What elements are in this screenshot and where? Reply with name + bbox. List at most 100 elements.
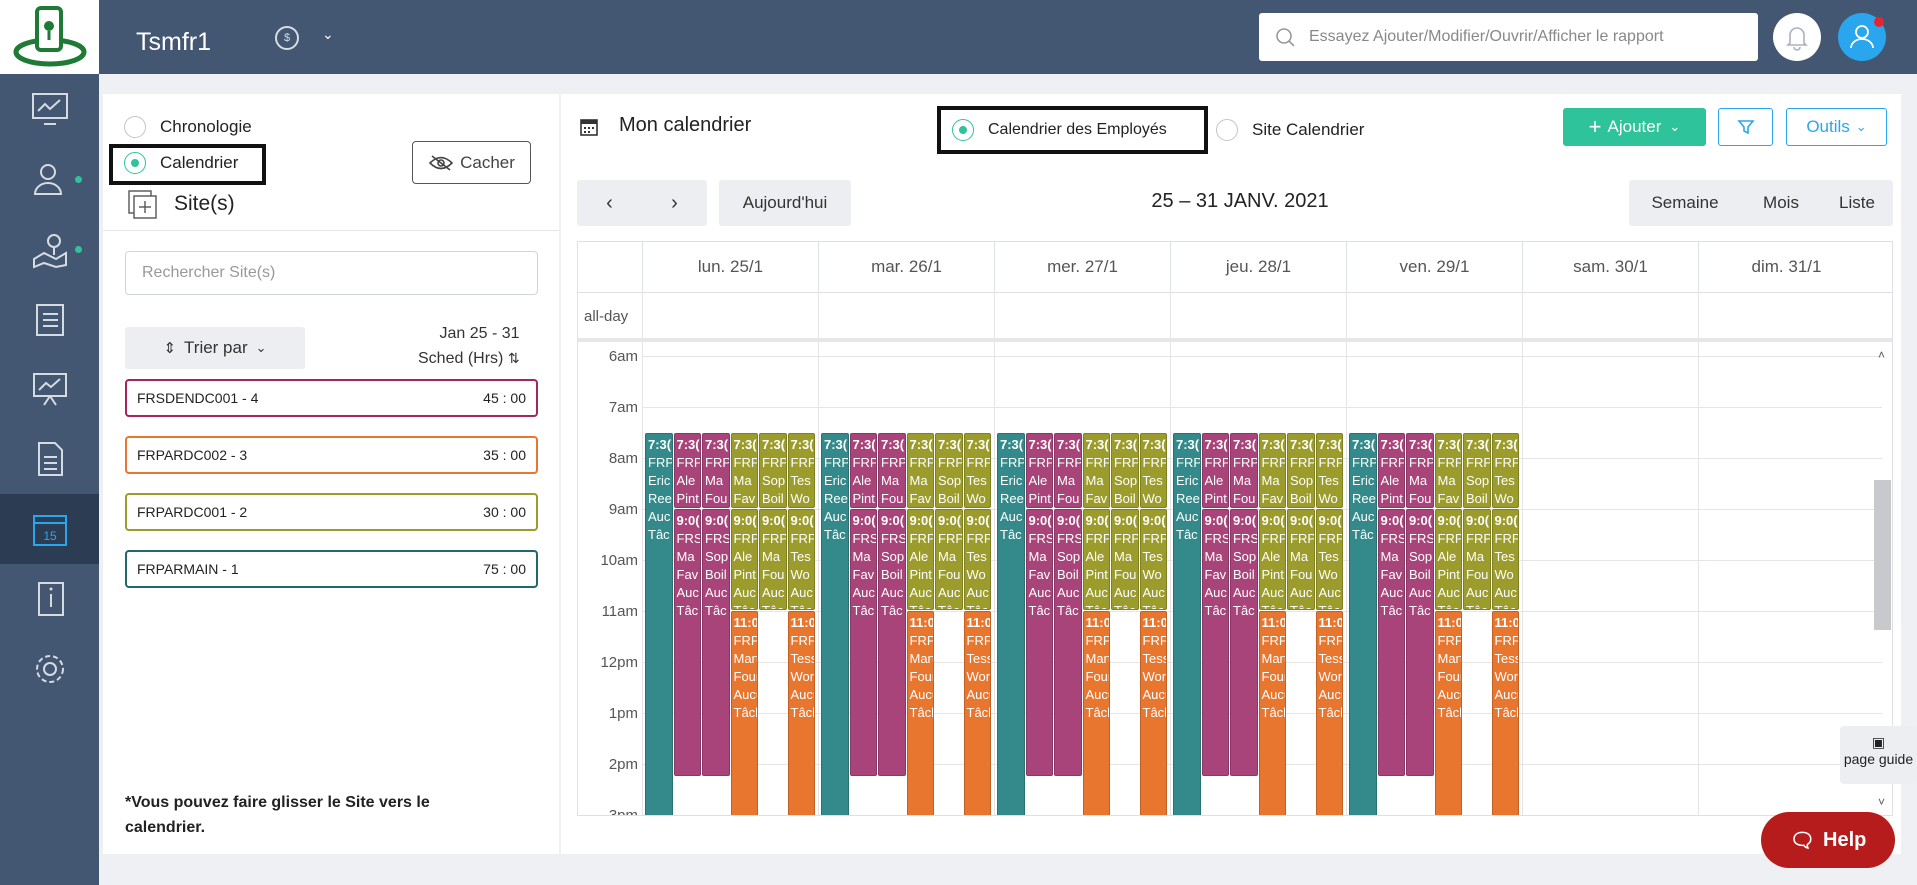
sidebar-item-dashboard[interactable] [0,74,99,144]
shift-event[interactable]: 7:3(FRP Eric Ree Auc Tâc [1349,432,1377,815]
shift-event[interactable]: 7:3(FRP Eric Ree Auc Tâc [645,432,673,815]
tools-button[interactable]: Outils ⌄ [1786,108,1887,146]
scroll-down-icon[interactable]: ˅ [1878,795,1886,809]
shift-event[interactable]: 7:3(FRP Tes Wo [1315,432,1343,508]
help-button[interactable]: 🗨 Help [1761,812,1895,868]
shift-event[interactable]: 7:3(FRP Ma Fav [1082,432,1110,508]
shift-event[interactable]: 9:0(FRP Tes Wo Auc Tâc [1491,509,1519,610]
shift-event[interactable]: 7:3(FRP Sop Boil [759,432,787,508]
day-header[interactable]: mar. 26/1 [818,242,994,292]
shift-event[interactable]: 7:3(FRP Ma Fav [1258,432,1286,508]
shift-event[interactable]: 9:0(FRP Tes Wo Auc Tâc [1315,509,1343,610]
shift-event[interactable]: 7:3(FRP Ma Fou [1054,432,1082,508]
notifications-bell-icon[interactable] [1773,13,1821,61]
view-list-button[interactable]: Liste [1839,193,1875,212]
site-calendar-radio[interactable] [1216,119,1238,141]
user-avatar-icon[interactable] [1838,13,1886,61]
day-header[interactable]: sam. 30/1 [1522,242,1698,292]
shift-event[interactable]: 7:3(FRP Ma Fav [730,432,758,508]
sidebar-item-sites[interactable] [0,214,99,284]
language-globe-icon[interactable]: $ [275,26,299,50]
site-row[interactable]: FRPARMAIN - 1 75 : 00 [125,550,538,588]
global-search-box[interactable] [1259,13,1758,61]
shift-event[interactable]: 7:3(FRP Ma Fou [878,432,906,508]
shift-event[interactable]: 9:0(FRP Ma Fou Auc Tâc [935,509,963,610]
shift-event[interactable]: 7:3(FRP Ale Pint [1201,432,1229,508]
shift-event[interactable]: 7:3(FRP Eric Ree Auc Tâc [997,432,1025,815]
add-button[interactable]: + Ajouter ⌄ [1563,108,1706,146]
app-logo[interactable] [0,0,99,74]
shift-event[interactable]: 9:0(FRS Ma Fav Auc Tâc [673,509,701,776]
shift-event[interactable]: 7:3(FRP Tes Wo [1139,432,1167,508]
shift-event[interactable]: 9:0(FRP Tes Wo Auc Tâc [787,509,815,610]
view-option-chronologie[interactable]: Chronologie [124,116,252,138]
shift-event[interactable]: 9:0(FRP Ma Fou Auc Tâc [1111,509,1139,610]
shift-event[interactable]: 9:0(FRP Ale Pint Auc Tâc [1082,509,1110,610]
shift-event[interactable]: 11:00 FRPAI Marti Fourc Aucu Tâche [1082,611,1110,815]
shift-event[interactable]: 9:0(FRS Ma Fav Auc Tâc [1201,509,1229,776]
site-row[interactable]: FRSDENDC001 - 4 45 : 00 [125,379,538,417]
day-header[interactable]: dim. 31/1 [1698,242,1874,292]
hide-panel-button[interactable]: Cacher [412,141,531,184]
shift-event[interactable]: 11:00 FRPAI Marti Fourc Aucu Tâche [1258,611,1286,815]
shift-event[interactable]: 11:00 FRPAI Tesso Worle Aucu Tâche [1139,611,1167,815]
employee-calendar-radio[interactable] [952,119,974,141]
shift-event[interactable]: 7:3(FRP Ma Fou [702,432,730,508]
shift-event[interactable]: 9:0(FRS Sop Boil Auc Tâc [702,509,730,776]
sidebar-item-reports[interactable] [0,354,99,424]
shift-event[interactable]: 9:0(FRS Sop Boil Auc Tâc [1054,509,1082,776]
prev-week-button[interactable]: ‹ [606,191,613,214]
all-day-row[interactable]: all-day [578,292,1892,342]
calendrier-radio[interactable] [124,152,146,174]
shift-event[interactable]: 7:3(FRP Ale Pint [673,432,701,508]
shift-event[interactable]: 11:00 FRPAI Marti Fourc Aucu Tâche [906,611,934,815]
shift-event[interactable]: 11:00 FRPAI Tesso Worle Aucu Tâche [1491,611,1519,815]
shift-event[interactable]: 7:3(FRP Sop Boil [1111,432,1139,508]
filter-button[interactable] [1718,108,1773,146]
shift-event[interactable]: 9:0(FRS Ma Fav Auc Tâc [1025,509,1053,776]
shift-event[interactable]: 9:0(FRP Ma Fou Auc Tâc [759,509,787,610]
shift-event[interactable]: 9:0(FRS Ma Fav Auc Tâc [849,509,877,776]
day-header[interactable]: ven. 29/1 [1346,242,1522,292]
sidebar-item-info[interactable] [0,564,99,634]
shift-event[interactable]: 9:0(FRS Sop Boil Auc Tâc [1406,509,1434,776]
view-month-button[interactable]: Mois [1763,193,1799,212]
employee-calendar-option[interactable]: Calendrier des Employés [952,119,1167,141]
shift-event[interactable]: 11:00 FRPAI Tesso Worle Aucu Tâche [963,611,991,815]
shift-event[interactable]: 9:0(FRP Ma Fou Auc Tâc [1287,509,1315,610]
shift-event[interactable]: 7:3(FRP Ma Fav [1434,432,1462,508]
sidebar-item-employees[interactable] [0,144,99,214]
shift-event[interactable]: 7:3(FRP Eric Ree Auc Tâc [821,432,849,815]
site-calendar-option[interactable]: Site Calendrier [1216,119,1364,141]
next-week-button[interactable]: › [671,191,678,214]
org-chevron-down-icon[interactable]: ⌄ [322,26,334,42]
shift-event[interactable]: 7:3(FRP Ale Pint [1377,432,1405,508]
sort-button[interactable]: ⇕ Trier par ⌄ [125,327,305,369]
shift-event[interactable]: 7:3(FRP Sop Boil [935,432,963,508]
shift-event[interactable]: 9:0(FRP Tes Wo Auc Tâc [1139,509,1167,610]
view-option-calendrier[interactable]: Calendrier [124,152,238,174]
add-site-icon[interactable] [128,190,158,220]
day-header[interactable]: jeu. 28/1 [1170,242,1346,292]
shift-event[interactable]: 11:00 FRPAI Tesso Worle Aucu Tâche [787,611,815,815]
calendar-scrollbar[interactable]: ˄ ˅ [1874,340,1891,815]
sidebar-item-documents[interactable] [0,424,99,494]
global-search-input[interactable] [1309,28,1749,46]
shift-event[interactable]: 7:3(FRP Tes Wo [963,432,991,508]
shift-event[interactable]: 7:3(FRP Ma Fav [906,432,934,508]
shift-event[interactable]: 9:0(FRP Ma Fou Auc Tâc [1463,509,1491,610]
day-header[interactable]: lun. 25/1 [642,242,818,292]
shift-event[interactable]: 9:0(FRS Sop Boil Auc Tâc [878,509,906,776]
shift-event[interactable]: 9:0(FRP Ale Pint Auc Tâc [1434,509,1462,610]
shift-event[interactable]: 9:0(FRP Ale Pint Auc Tâc [730,509,758,610]
shift-event[interactable]: 7:3(FRP Tes Wo [787,432,815,508]
shift-event[interactable]: 7:3(FRP Tes Wo [1491,432,1519,508]
shift-event[interactable]: 9:0(FRP Ale Pint Auc Tâc [1258,509,1286,610]
shift-event[interactable]: 7:3(FRP Ma Fou [1230,432,1258,508]
shift-event[interactable]: 7:3(FRP Ma Fou [1406,432,1434,508]
shift-event[interactable]: 11:00 FRPAI Marti Fourc Aucu Tâche [1434,611,1462,815]
sidebar-item-settings[interactable] [0,634,99,704]
shift-event[interactable]: 9:0(FRS Ma Fav Auc Tâc [1377,509,1405,776]
chronologie-radio[interactable] [124,116,146,138]
shift-event[interactable]: 9:0(FRP Ale Pint Auc Tâc [906,509,934,610]
